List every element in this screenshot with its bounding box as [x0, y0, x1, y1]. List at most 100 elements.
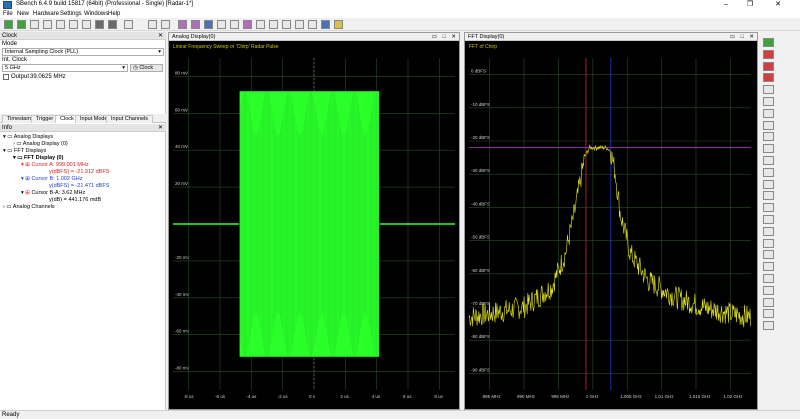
export-icon[interactable] — [763, 274, 774, 283]
red-marker2-icon[interactable] — [763, 61, 774, 71]
save-icon[interactable] — [56, 20, 65, 29]
pan-icon[interactable] — [763, 97, 774, 106]
status-text: Ready — [2, 412, 20, 418]
window-icon[interactable] — [148, 20, 157, 29]
checkbox-icon[interactable] — [256, 20, 265, 29]
start-icon[interactable] — [4, 20, 13, 29]
menu-help[interactable]: Help — [108, 11, 121, 17]
tree-cursor-a[interactable]: ▾ ⊞ Cursor A: 999.001 MHz — [21, 162, 89, 168]
fit-icon[interactable] — [763, 132, 774, 142]
green-zoom-icon[interactable] — [763, 38, 774, 47]
analog-plot[interactable]: 80 mV 60 mV 40 mV 20 mV -20 mV -40 mV -60 mV -8… — [169, 52, 459, 409]
close-icon[interactable]: ✕ — [157, 33, 163, 39]
fft-plot[interactable]: 0 dBFS -10 dBFS -20 dBFS -30 dBFS -40 dBFS -5… — [465, 52, 757, 409]
tree-cursor-b[interactable]: ▾ ⊞ Cursor B: 1.002 GHz — [21, 176, 83, 182]
menu-file[interactable]: File — [3, 11, 13, 17]
tree-analog-displays[interactable]: ▾ ▭ Analog Displays — [3, 134, 54, 140]
red-marker3-icon[interactable] — [763, 73, 774, 83]
x-tick-label: 4 us — [372, 394, 381, 399]
calc-icon[interactable] — [243, 20, 252, 29]
close-button[interactable]: ✕ — [775, 1, 781, 8]
stop-icon[interactable] — [43, 20, 52, 29]
cursor-icon[interactable] — [230, 20, 239, 29]
menu-new[interactable]: New — [17, 11, 30, 17]
list-icon[interactable] — [763, 156, 774, 165]
xy-display-icon[interactable] — [204, 20, 213, 29]
maximize-button[interactable]: ❐ — [746, 1, 754, 8]
int-clock-select[interactable]: 5 GHz ▾ — [2, 64, 128, 72]
menu-windows[interactable]: Windows — [84, 11, 109, 17]
clock-button[interactable]: ◷ Clock — [130, 64, 163, 72]
expand-icon[interactable] — [763, 215, 774, 224]
export-icon[interactable] — [108, 20, 117, 29]
arrows-icon[interactable] — [763, 203, 774, 213]
x-tick-label: 990 MHz — [517, 394, 536, 399]
table-icon[interactable] — [763, 238, 774, 248]
y-tick-label: -60 mV — [175, 329, 190, 334]
close-icon[interactable]: ✕ — [451, 34, 456, 40]
minimize-button[interactable]: – — [724, 1, 728, 8]
maximize-icon[interactable]: □ — [442, 34, 446, 40]
cursor-b-value: y(dBFS) = -21.471 dBFS — [49, 183, 110, 189]
analog-subtitle: Linear Frequency Sweep or 'Chirp' Radar … — [173, 44, 279, 50]
menu-hardware[interactable]: Hardware — [33, 11, 60, 17]
settings-icon[interactable] — [763, 297, 774, 307]
copy-icon[interactable] — [763, 167, 774, 177]
load-icon[interactable] — [69, 20, 78, 29]
status-bar: Ready — [0, 410, 800, 419]
ruler2-icon[interactable] — [763, 250, 774, 260]
tree-fft-display-0[interactable]: ▾ ▭ FFT Display (0) — [13, 155, 64, 161]
zoom-in-icon[interactable] — [763, 108, 774, 118]
maximize-icon[interactable]: □ — [740, 34, 744, 40]
wave-icon[interactable] — [763, 262, 774, 272]
fft-display-icon[interactable] — [191, 20, 200, 29]
single-icon[interactable] — [30, 20, 39, 29]
clear-icon[interactable] — [763, 321, 774, 331]
y-tick-label: -60 dBFS — [471, 268, 490, 273]
measure-icon[interactable] — [269, 20, 278, 29]
tree-cursor-ba[interactable]: ▾ ⊞ Cursor B-A: 3.62 MHz — [21, 190, 86, 196]
analog-display-icon[interactable] — [178, 20, 187, 29]
mode-select[interactable]: Internal Sampling Clock (PLL) ▾ — [2, 48, 164, 56]
table-icon[interactable] — [282, 20, 291, 29]
tree-analog-channels[interactable]: › ▭ Analog Channels — [3, 204, 55, 210]
histogram-icon[interactable] — [217, 20, 226, 29]
close-icon[interactable]: ✕ — [157, 125, 163, 131]
mode-label: Mode — [2, 41, 18, 47]
ruler-icon[interactable] — [763, 85, 774, 95]
split-icon[interactable] — [763, 226, 774, 236]
tree-analog-display-0[interactable]: › ▭ Analog Display (0) — [13, 141, 68, 147]
grid-icon[interactable] — [763, 144, 774, 154]
restore-icon[interactable]: ▭ — [729, 34, 735, 40]
x-tick-label: 1.01 GHz — [655, 394, 675, 399]
zoom-icon[interactable] — [124, 20, 133, 29]
y-tick-label: -20 dBFS — [471, 135, 490, 140]
x-tick-label: 995 MHz — [551, 394, 570, 399]
tree-fft-displays[interactable]: ▾ ▭ FFT Displays — [3, 148, 47, 154]
info-icon[interactable] — [763, 309, 774, 319]
cursor-ba-value: y(dB) = 441.176 mdB — [49, 197, 102, 203]
y-tick-label: -50 dBFS — [471, 235, 490, 240]
continuous-icon[interactable] — [17, 20, 26, 29]
zoom-out-icon[interactable] — [763, 120, 774, 130]
mode-value: Internal Sampling Clock (PLL) — [5, 49, 79, 55]
red-marker-icon[interactable] — [763, 49, 774, 59]
script-icon[interactable] — [321, 20, 330, 29]
print-icon[interactable] — [763, 285, 774, 295]
output-checkbox[interactable] — [3, 74, 9, 80]
close-icon[interactable]: ✕ — [749, 34, 754, 40]
menu-settings[interactable]: Settings — [60, 11, 82, 17]
cursor-a-value: y(dBFS) = -21.912 dBFS — [49, 169, 110, 175]
restore-icon[interactable]: ▭ — [431, 34, 437, 40]
window-split-icon[interactable] — [161, 20, 170, 29]
tab-input-channels[interactable]: Input Channels — [106, 115, 153, 123]
report-icon[interactable] — [308, 20, 317, 29]
bookmark-icon[interactable] — [334, 20, 343, 29]
y-tick-label: -80 mV — [175, 366, 190, 371]
grid-icon[interactable] — [82, 20, 91, 29]
cursor-ba-icon: ⊞ — [25, 190, 30, 196]
settings-icon[interactable] — [95, 20, 104, 29]
import-icon[interactable] — [295, 20, 304, 29]
paste-icon[interactable] — [763, 179, 774, 189]
move-icon[interactable] — [763, 191, 774, 201]
